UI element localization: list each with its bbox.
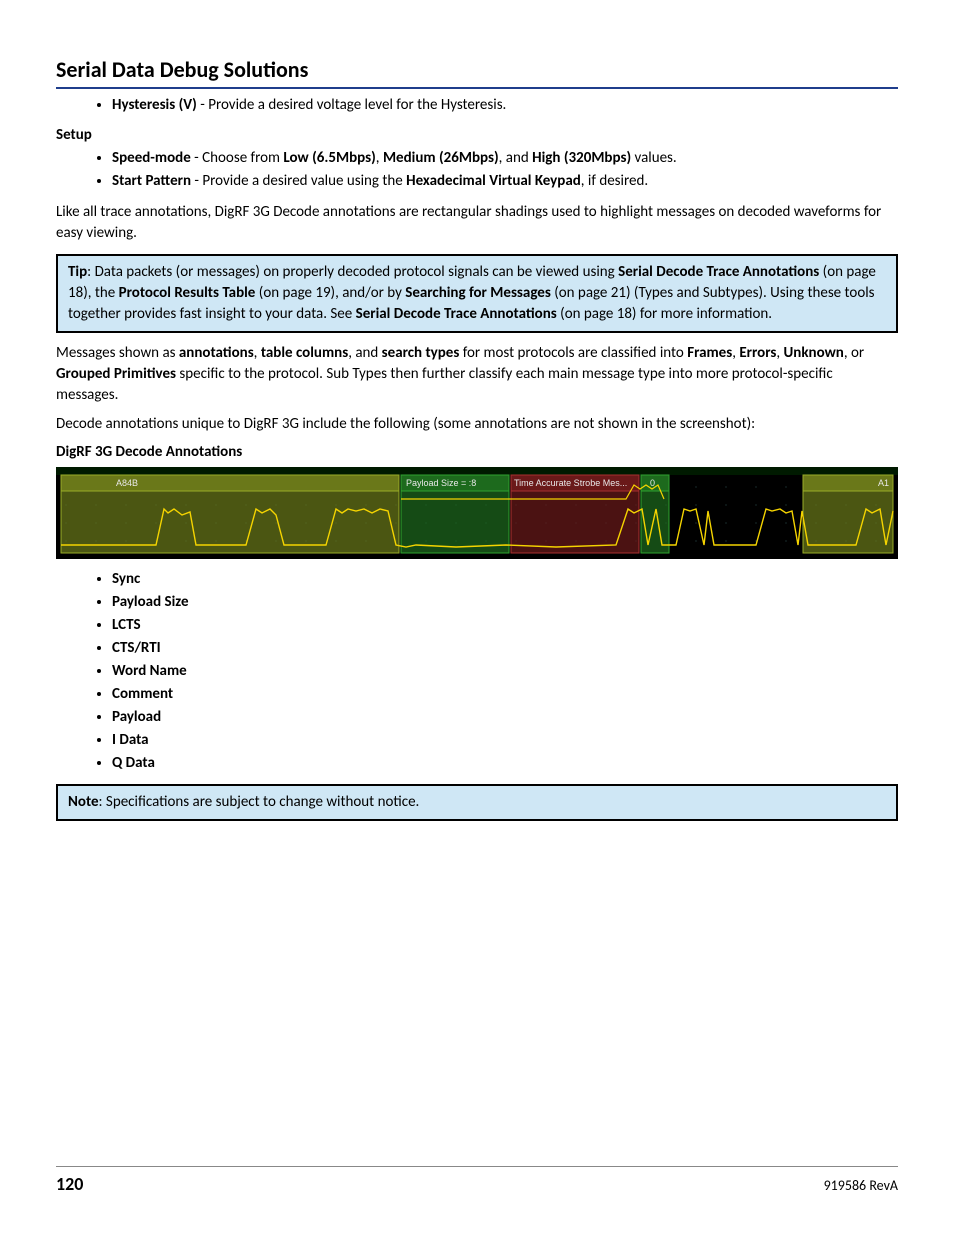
- page-footer: 120 919586 RevA: [56, 1166, 898, 1195]
- note-callout: Note: Specifications are subject to chan…: [56, 784, 898, 821]
- annotation-item: Sync: [112, 569, 898, 590]
- annotation-item: Payload Size: [112, 592, 898, 613]
- page-title: Serial Data Debug Solutions: [56, 56, 898, 83]
- annotation-item: I Data: [112, 730, 898, 751]
- svg-text:Payload Size = :8: Payload Size = :8: [406, 478, 476, 488]
- doc-revision: 919586 RevA: [824, 1177, 898, 1194]
- hysteresis-item: Hysteresis (V) - Provide a desired volta…: [112, 95, 898, 116]
- page-number: 120: [56, 1173, 83, 1195]
- svg-text:A84B: A84B: [116, 478, 138, 488]
- note-lead: Note: [68, 793, 99, 811]
- speedmode-label: Speed-mode: [112, 149, 191, 167]
- setup-heading: Setup: [56, 126, 898, 144]
- tip-lead: Tip: [68, 263, 87, 281]
- waveform-screenshot: A84B Payload Size = :8 Time Accurate Strob…: [56, 467, 898, 559]
- hysteresis-label: Hysteresis (V): [112, 96, 197, 114]
- hysteresis-list: Hysteresis (V) - Provide a desired volta…: [56, 95, 898, 116]
- annotation-item: CTS/RTI: [112, 638, 898, 659]
- startpattern-label: Start Pattern: [112, 172, 191, 190]
- annotation-item: Q Data: [112, 753, 898, 774]
- annotation-item: Word Name: [112, 661, 898, 682]
- annotations-heading: DigRF 3G Decode Annotations: [56, 443, 898, 461]
- annotation-item: LCTS: [112, 615, 898, 636]
- classification-paragraph: Messages shown as annotations, table col…: [56, 343, 898, 406]
- svg-text:A1: A1: [878, 478, 889, 488]
- svg-text:Time Accurate Strobe Mes...: Time Accurate Strobe Mes...: [514, 478, 627, 488]
- note-text: : Specifications are subject to change w…: [99, 793, 420, 811]
- svg-text:0: 0: [650, 478, 655, 488]
- annotation-list: SyncPayload SizeLCTSCTS/RTIWord NameComm…: [56, 569, 898, 774]
- startpattern-item: Start Pattern - Provide a desired value …: [112, 171, 898, 192]
- hysteresis-desc: - Provide a desired voltage level for th…: [197, 96, 507, 114]
- tip-callout: Tip: Data packets (or messages) on prope…: [56, 254, 898, 333]
- unique-annotations-paragraph: Decode annotations unique to DigRF 3G in…: [56, 414, 898, 435]
- annotation-item: Payload: [112, 707, 898, 728]
- speedmode-item: Speed-mode - Choose from Low (6.5Mbps), …: [112, 148, 898, 169]
- annotation-item: Comment: [112, 684, 898, 705]
- setup-list: Speed-mode - Choose from Low (6.5Mbps), …: [56, 148, 898, 192]
- intro-paragraph: Like all trace annotations, DigRF 3G Dec…: [56, 202, 898, 244]
